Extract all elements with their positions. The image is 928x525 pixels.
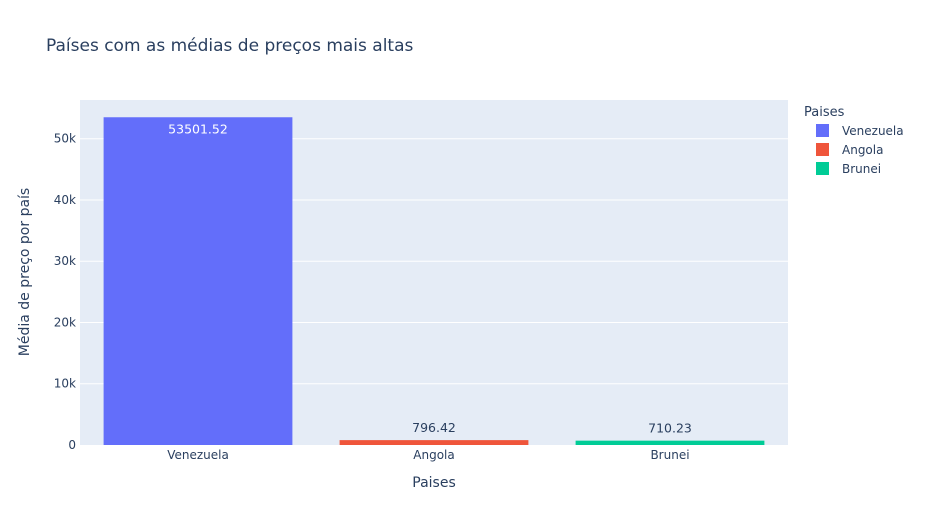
x-axis-title: Paises — [412, 475, 455, 491]
y-tick-label: 30k — [54, 254, 76, 268]
legend-item-venezuela[interactable]: Venezuela — [816, 124, 904, 138]
legend-swatch — [816, 162, 829, 175]
legend-title: Paises — [804, 105, 845, 120]
bar-brunei — [575, 440, 765, 445]
bars — [103, 117, 765, 446]
bar-angola — [339, 440, 529, 445]
bar-value-label: 796.42 — [412, 420, 456, 435]
y-tick-label: 0 — [68, 438, 76, 452]
y-tick-label: 20k — [54, 315, 76, 329]
legend: Paises Venezuela Angola Brunei — [804, 105, 904, 176]
legend-items: Venezuela Angola Brunei — [816, 124, 904, 176]
y-tick-label: 10k — [54, 377, 76, 391]
x-tick-label: Venezuela — [167, 448, 229, 462]
x-tick-label: Angola — [413, 448, 454, 462]
legend-label: Angola — [842, 143, 883, 157]
legend-swatch — [816, 124, 829, 137]
x-tick-label: Brunei — [650, 448, 689, 462]
legend-item-brunei[interactable]: Brunei — [816, 162, 881, 176]
y-tick-label: 40k — [54, 193, 76, 207]
y-tick-label: 50k — [54, 132, 76, 146]
y-axis-title: Média de preço por país — [17, 188, 33, 356]
legend-item-angola[interactable]: Angola — [816, 143, 883, 157]
legend-swatch — [816, 143, 829, 156]
legend-label: Venezuela — [842, 124, 904, 138]
bar-venezuela — [103, 117, 293, 446]
chart-title: Países com as médias de preços mais alta… — [46, 36, 414, 56]
bar-value-label: 710.23 — [648, 421, 692, 436]
bar-value-label: 53501.52 — [168, 121, 228, 136]
bar-value-labels: 53501.52 796.42 710.23 — [168, 121, 692, 435]
y-axis-ticks: 0 10k 20k 30k 40k 50k — [54, 132, 76, 452]
x-axis-ticks: Venezuela Angola Brunei — [167, 448, 689, 462]
legend-label: Brunei — [842, 162, 881, 176]
